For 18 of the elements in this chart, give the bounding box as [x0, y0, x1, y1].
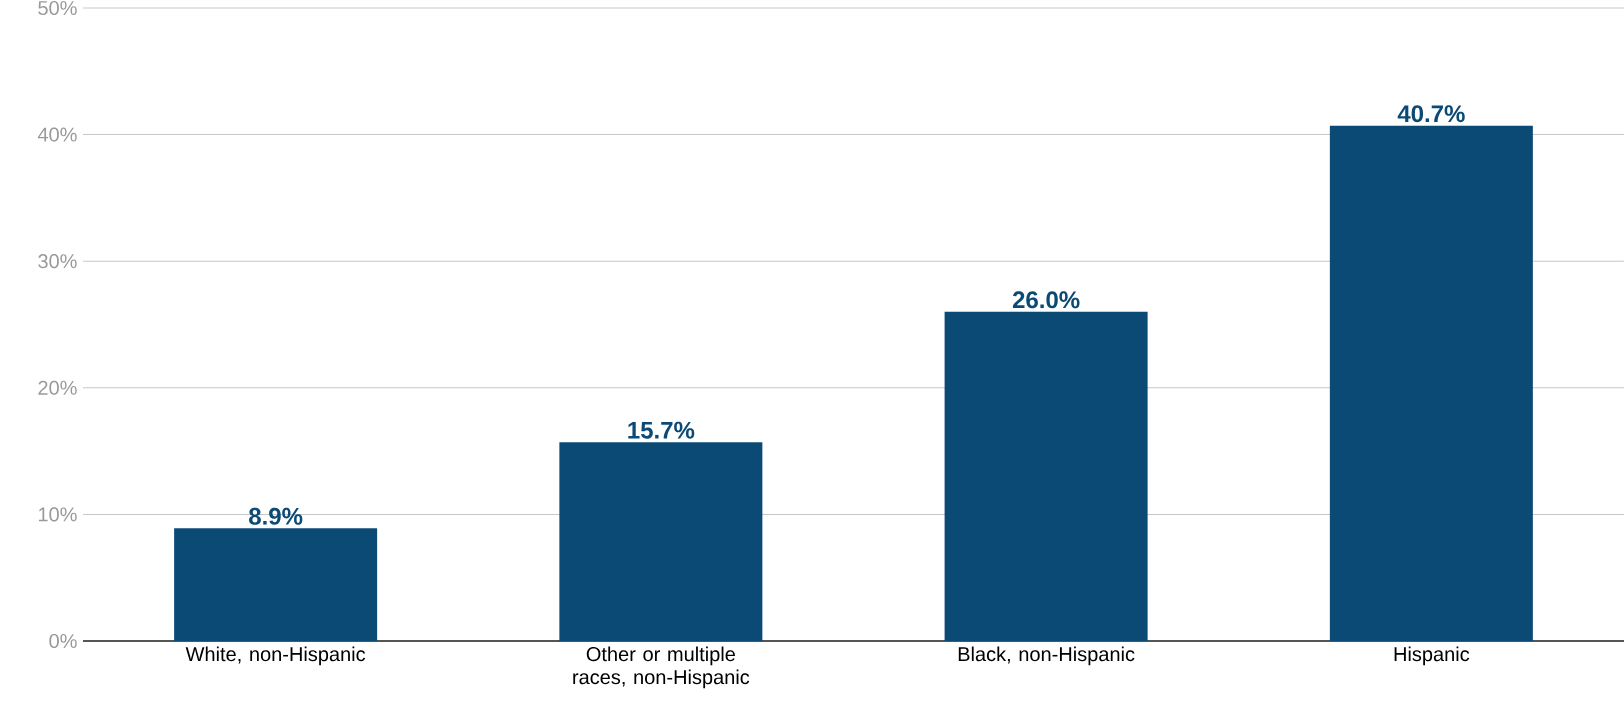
x-tick-label: Other or multiple races, non-Hispanic: [573, 646, 750, 689]
y-tick-label: 50%: [38, 0, 77, 16]
data-label: 8.9%: [249, 507, 303, 525]
data-label: 15.7%: [628, 421, 695, 439]
bar: [1329, 125, 1533, 641]
y-tick-label: 30%: [38, 254, 77, 269]
data-label: 40.7%: [1397, 105, 1465, 123]
y-tick-label: 10%: [38, 507, 77, 522]
y-tick-label: 0%: [49, 633, 77, 649]
y-tick-label: 20%: [38, 380, 77, 395]
bar: [944, 311, 1148, 641]
x-tick-label: Black, non-Hispanic: [958, 646, 1135, 666]
bar: [174, 528, 378, 641]
y-tick-label: 40%: [37, 127, 77, 142]
x-tick-label: White, non-Hispanic: [185, 646, 366, 666]
bar: [559, 442, 763, 641]
x-tick-label: Hispanic: [1394, 646, 1470, 666]
data-label: 26.0%: [1012, 291, 1080, 309]
